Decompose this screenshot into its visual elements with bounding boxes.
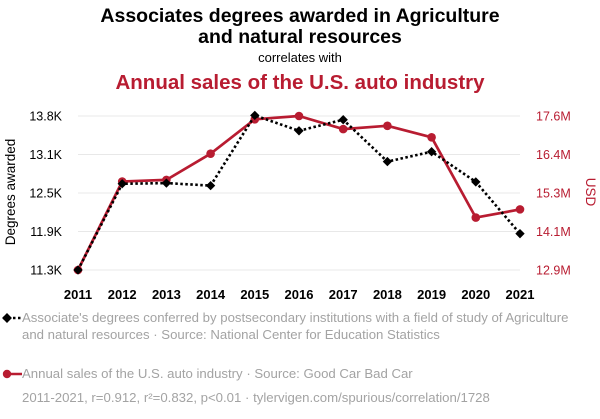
legend-marker-series-1	[2, 313, 22, 323]
footer-stats: 2011-2021, r=0.912, r²=0.832, p<0.01 · t…	[22, 390, 490, 405]
y-axis-left-label: Degrees awarded	[3, 139, 18, 246]
series-point-1	[338, 115, 348, 125]
x-tick: 2017	[329, 287, 358, 302]
legend-text-series-1: Associate's degrees conferred by postsec…	[22, 310, 569, 342]
y-tick-left: 13.1K	[29, 148, 62, 162]
y-tick-right: 16.4M	[536, 148, 571, 162]
y-axis-right-ticks: 12.9M 14.1M 15.3M 16.4M 17.6M	[536, 110, 571, 278]
series-point-2	[206, 149, 215, 158]
x-tick: 2020	[461, 287, 490, 302]
x-tick: 2016	[285, 287, 314, 302]
series-point-2	[338, 124, 348, 134]
series-layer	[73, 110, 525, 275]
series-point-1	[515, 228, 525, 239]
y-tick-right: 15.3M	[536, 187, 571, 201]
y-tick-left: 13.8K	[29, 110, 62, 124]
series-point-1	[471, 177, 481, 187]
x-tick: 2013	[152, 287, 181, 302]
y-tick-left: 11.9K	[30, 225, 62, 239]
y-tick-right: 12.9M	[536, 264, 571, 278]
x-tick: 2021	[506, 287, 535, 302]
series-point-2	[515, 205, 525, 214]
series-point-1	[161, 178, 172, 188]
x-tick: 2014	[196, 287, 226, 302]
x-tick: 2015	[240, 287, 269, 302]
correlates-with-text: correlates with	[258, 50, 342, 65]
chart-title-line-1: Associates degrees awarded in Agricultur…	[100, 5, 499, 27]
grid-layer	[78, 115, 520, 271]
x-tick: 2011	[64, 287, 92, 302]
y-tick-right: 14.1M	[536, 225, 571, 239]
series-point-1	[205, 180, 216, 191]
x-tick: 2012	[108, 287, 137, 302]
series-point-2	[294, 111, 304, 121]
chart-title-line-2: and natural resources	[198, 26, 402, 48]
series-point-1	[382, 156, 393, 167]
series-point-1	[250, 110, 260, 121]
y-tick-right: 17.6M	[536, 110, 571, 124]
y-tick-left: 12.5K	[29, 187, 62, 201]
x-tick: 2019	[417, 287, 446, 302]
legend-text-series-2: Annual sales of the U.S. auto industry ·…	[22, 366, 413, 381]
series-point-1	[294, 126, 304, 136]
y-axis-left-ticks: 11.3K 11.9K 12.5K 13.1K 13.8K	[29, 110, 62, 278]
legend-circle-series-2	[2, 369, 12, 379]
legend-diamond-series-1	[2, 313, 12, 323]
series-point-2	[427, 132, 436, 142]
y-axis-right-label: USD	[583, 178, 598, 207]
x-axis-ticks: 2011 2012 2013 2014 2015 2016 2017 2018 2019 2020…	[64, 287, 535, 302]
x-tick: 2018	[373, 287, 402, 302]
series-point-1	[426, 147, 437, 157]
legend-marker-series-2	[2, 369, 22, 379]
chart-subtitle: Annual sales of the U.S. auto industry	[115, 71, 485, 94]
series-point-2	[383, 121, 392, 131]
y-tick-left: 11.3K	[30, 264, 62, 278]
series-point-2	[471, 213, 481, 222]
series-point-1	[73, 265, 83, 275]
